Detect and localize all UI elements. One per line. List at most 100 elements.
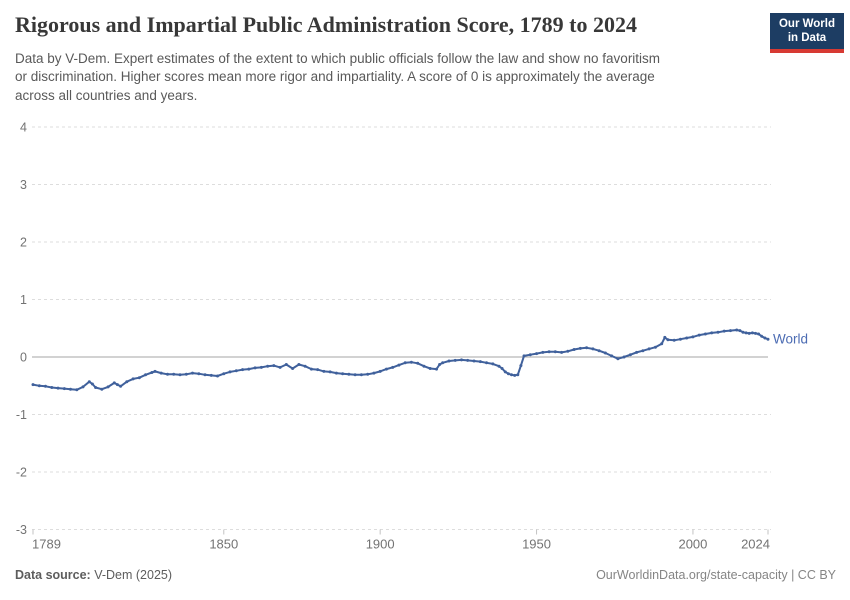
x-axis-tick-label: 1900 [366,537,395,552]
data-point-marker [137,376,141,380]
data-point-marker [241,368,245,372]
data-point-marker [441,361,445,365]
data-point-marker [585,346,589,350]
data-point-marker [744,331,748,335]
attribution-link[interactable]: OurWorldinData.org/state-capacity | CC B… [596,568,836,582]
data-point-marker [757,332,761,336]
data-point-marker [87,380,91,384]
data-point-marker [366,372,370,376]
data-source-value: V-Dem (2025) [90,568,173,582]
data-point-marker [106,385,110,389]
data-point-marker [510,373,513,377]
data-point-marker [94,386,98,389]
data-point-marker [760,334,764,338]
data-point-marker [322,369,326,373]
data-point-marker [478,360,482,364]
data-point-marker [716,330,720,334]
data-point-marker [641,349,645,353]
data-point-marker [341,372,345,376]
data-point-marker [119,384,123,388]
data-point-marker [253,366,257,370]
data-point-marker [610,354,614,358]
data-point-marker [666,338,670,342]
page-title: Rigorous and Impartial Public Administra… [15,12,637,37]
data-point-marker [81,385,85,389]
data-point-marker [222,372,226,376]
data-point-marker [75,388,79,392]
data-point-marker [125,380,129,384]
series-label-world[interactable]: World [773,332,808,347]
data-point-marker [628,353,632,357]
data-point-marker [209,373,213,377]
data-point-marker [172,372,176,376]
data-point-marker [203,373,207,377]
data-point-marker [409,360,413,364]
data-point-marker [578,346,582,350]
data-point-marker [191,371,194,375]
data-point-marker [184,372,188,376]
data-point-marker [438,363,442,366]
data-point-marker [378,369,382,373]
data-point-marker [516,373,520,377]
data-point-marker [663,335,667,339]
data-point-marker [735,328,739,332]
y-axis-tick-label: 3 [20,178,27,192]
data-point-marker [485,361,488,365]
x-axis-tick-label: 2024 [741,537,770,552]
data-point-marker [603,351,607,355]
data-point-marker [328,370,332,374]
data-point-marker [347,372,351,376]
data-point-marker [660,342,664,346]
data-point-marker [422,364,426,368]
data-point-marker [44,384,47,388]
owid-logo-line2: in Data [787,31,827,44]
y-axis-tick-label: 1 [20,293,27,307]
data-point-marker [372,371,376,375]
subtitle-line: across all countries and years. [15,87,198,103]
data-point-marker [284,363,288,366]
data-point-marker [403,361,407,365]
data-point-marker [291,367,295,370]
data-point-marker [522,354,526,358]
data-point-marker [50,386,54,389]
data-point-marker [622,355,626,359]
data-point-marker [635,350,639,354]
data-point-marker [703,332,707,336]
data-point-marker [566,349,570,353]
data-point-marker [416,361,420,365]
x-axis-tick-label: 1950 [522,537,551,552]
data-point-marker [297,363,301,366]
world-series-line[interactable] [32,329,769,391]
data-point-marker [278,365,282,369]
data-point-marker [672,338,676,342]
y-axis-tick-label: 4 [20,121,27,135]
data-point-marker [150,371,154,374]
data-point-marker [541,350,545,354]
data-point-marker [247,367,251,371]
data-point-marker [678,337,682,341]
data-point-marker [560,350,564,354]
data-point-marker [591,347,595,351]
data-point-marker [572,348,576,351]
data-point-marker [272,364,276,368]
data-point-marker [159,371,163,375]
data-point-marker [112,381,116,385]
data-point-marker [316,368,320,372]
data-point-marker [234,369,238,373]
x-axis-tick-label: 1850 [209,537,238,552]
data-point-marker [535,352,539,356]
data-point-marker [90,382,94,386]
data-point-marker [100,387,104,391]
data-point-marker [303,364,307,368]
data-point-marker [647,347,651,351]
data-point-marker [384,367,388,371]
data-point-marker [428,367,432,370]
data-point-marker [144,373,148,377]
data-point-marker [359,373,363,377]
owid-logo[interactable]: Our World in Data [770,13,844,53]
chart-footer: Data source: V-Dem (2025) OurWorldinData… [15,568,836,582]
data-point-marker [750,331,754,335]
data-point-marker [62,387,66,391]
data-point-marker [197,372,201,376]
